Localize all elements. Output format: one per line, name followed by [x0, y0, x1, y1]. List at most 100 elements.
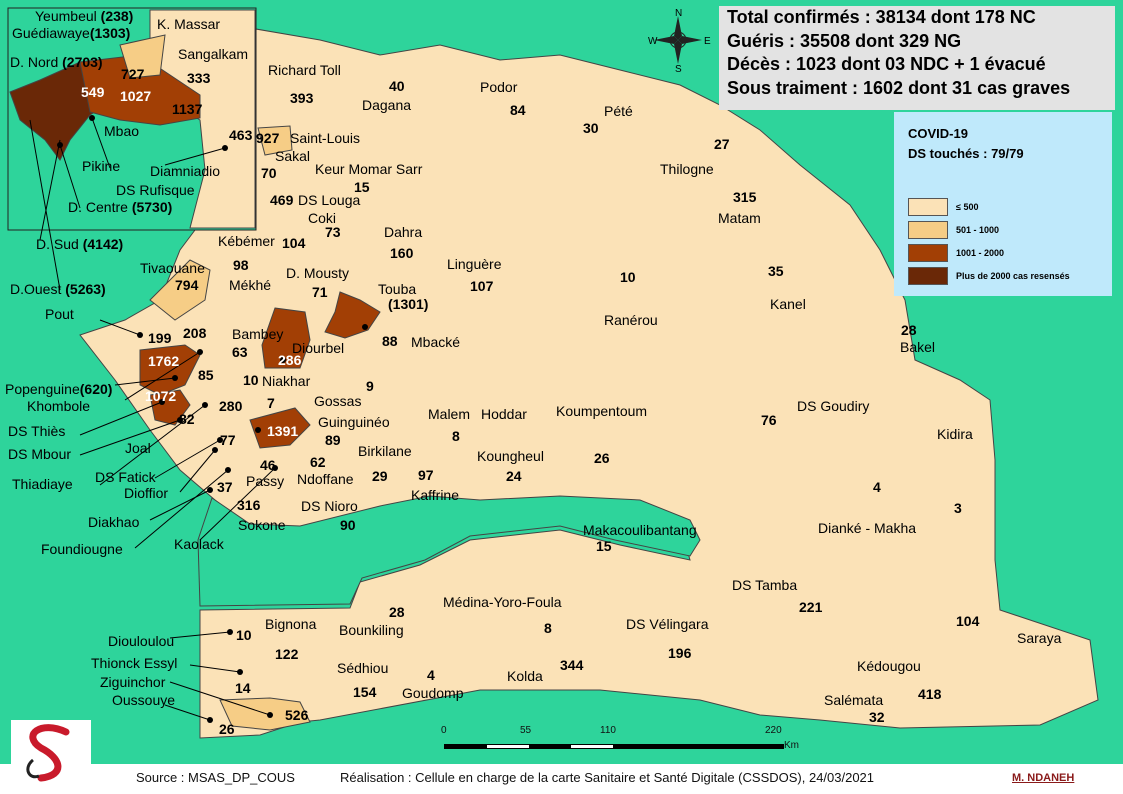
mauritania	[250, 6, 719, 100]
compass-s: S	[675, 64, 682, 75]
label-dslouga: DS Louga	[298, 192, 361, 208]
value-podor: 84	[510, 102, 526, 118]
label-pete: Pété	[604, 103, 633, 119]
label-diourbel: Diourbel	[292, 340, 345, 356]
value-kaffrine: 97	[418, 467, 434, 483]
value-tivaouane: 794	[175, 277, 199, 293]
label-thionck: Thionck Essyl	[91, 655, 178, 671]
label-sedhiou: Sédhiou	[337, 660, 389, 676]
value-46: 46	[260, 457, 276, 473]
value-dsvelingara: 196	[668, 645, 692, 661]
value-dsnioro: 90	[340, 517, 356, 533]
label-diamniadio: Diamniadio	[150, 163, 221, 179]
value-diourbel: 286	[278, 352, 302, 368]
ministry-logo	[11, 720, 91, 788]
legend-swatch-4	[908, 267, 948, 285]
value-popenguine: (620)	[79, 381, 113, 397]
label-makacoulibantang: Makacoulibantang	[583, 522, 697, 538]
value-ranerou: 10	[620, 269, 636, 285]
value-guinguineo: 89	[325, 432, 341, 448]
label-diakhao: Diakhao	[88, 514, 140, 530]
label-khombole: Khombole	[27, 398, 91, 414]
label-dsmbour: DS Mbour	[8, 446, 72, 462]
value-bambey: 63	[232, 344, 248, 360]
label-dcentre: D. Centre	[68, 199, 128, 215]
label-salemata: Salémata	[824, 692, 884, 708]
label-ziguinchor: Ziguinchor	[100, 674, 166, 690]
label-oussouye: Oussouye	[112, 692, 176, 708]
legend-label-3: 1001 - 2000	[956, 248, 1005, 258]
region-diourbel	[261, 307, 311, 369]
value-kanel: 35	[768, 263, 784, 279]
summary-treatment: Sous traiment : 1602 dont 31 cas graves	[727, 77, 1071, 98]
value-thilogne: 27	[714, 136, 730, 152]
value-98: 98	[233, 257, 249, 273]
label-malem: Malem	[428, 406, 471, 422]
label-richardtoll: Richard Toll	[268, 62, 341, 78]
compass-e: E	[704, 36, 711, 47]
value-saraya: 104	[956, 613, 980, 629]
value-bakel: 28	[901, 322, 917, 338]
legend-swatch-3	[908, 244, 948, 262]
label-passy: Passy	[246, 473, 285, 489]
value-727: 727	[121, 66, 145, 82]
scale-bar	[444, 744, 784, 749]
value-matam: 315	[733, 189, 757, 205]
value-makacoulibantang: 15	[596, 538, 612, 554]
value-sangalkam: 333	[187, 70, 211, 86]
label-birkilane: Birkilane	[358, 443, 412, 459]
value-ziguinchor: 526	[285, 707, 309, 723]
label-joal: Joal	[125, 440, 151, 456]
value-469: 469	[270, 192, 294, 208]
value-bounkiling: 28	[389, 604, 405, 620]
legend-label-4: Plus de 2000 cas resensés	[956, 271, 1070, 281]
value-kolda: 344	[560, 657, 584, 673]
compass-w: W	[648, 36, 658, 47]
label-bounkiling: Bounkiling	[339, 622, 404, 638]
value-463: 463	[229, 127, 253, 143]
value-linguere: 107	[470, 278, 494, 294]
label-mbacke: Mbacké	[411, 334, 461, 350]
value-keurmomar: 15	[354, 179, 370, 195]
value-77: 77	[220, 432, 236, 448]
label-sokone: Sokone	[238, 517, 286, 533]
label-kebemer: Kébémer	[218, 233, 275, 249]
value-birkilane: 29	[372, 468, 388, 484]
value-mbacke: 88	[382, 333, 398, 349]
label-saintlouis: Saint-Louis	[290, 130, 361, 146]
label-popenguine: Popenguine	[5, 381, 80, 397]
value-dstamba: 221	[799, 599, 823, 615]
scale-tick-0: 0	[441, 725, 447, 736]
value-kedougou: 418	[918, 686, 942, 702]
value-dagana: 40	[389, 78, 405, 94]
label-bakel: Bakel	[900, 339, 936, 355]
footer-realisation: Réalisation : Cellule en charge de la ca…	[340, 770, 875, 785]
leader-lines	[29, 117, 276, 721]
label-goudomp: Goudomp	[402, 685, 464, 701]
value-dsgoudiry: 76	[761, 412, 777, 428]
legend-label-1: ≤ 500	[956, 202, 979, 212]
value-niakhar: 10	[243, 372, 259, 388]
value-62: 62	[310, 454, 326, 470]
label-niakhar: Niakhar	[262, 373, 311, 389]
value-sakal: 70	[261, 165, 277, 181]
value-pout: 199	[148, 330, 172, 346]
label-dsnioro: DS Nioro	[301, 498, 358, 514]
label-dmousty: D. Mousty	[286, 265, 350, 281]
value-kidira: 3	[954, 500, 962, 516]
label-saraya: Saraya	[1017, 630, 1062, 646]
value-malem: 8	[452, 428, 460, 444]
summary-deaths: Décès : 1023 dont 03 NDC + 1 évacué	[727, 54, 1046, 74]
label-thiadiaye: Thiadiaye	[12, 476, 73, 492]
label-coki: Coki	[308, 210, 337, 226]
value-82: 82	[179, 411, 195, 427]
label-ndoffane: Ndoffane	[297, 471, 354, 487]
label-dioffior: Dioffior	[124, 485, 169, 501]
summary-panel: Total confirmés : 38134 dont 178 NC Guér…	[719, 6, 1115, 110]
value-goudomp: 4	[427, 667, 435, 683]
label-linguere: Linguère	[447, 256, 502, 272]
value-549: 549	[81, 84, 105, 100]
label-thilogne: Thilogne	[660, 161, 714, 177]
region-kaolack	[249, 407, 311, 449]
value-koungheul: 24	[506, 468, 522, 484]
